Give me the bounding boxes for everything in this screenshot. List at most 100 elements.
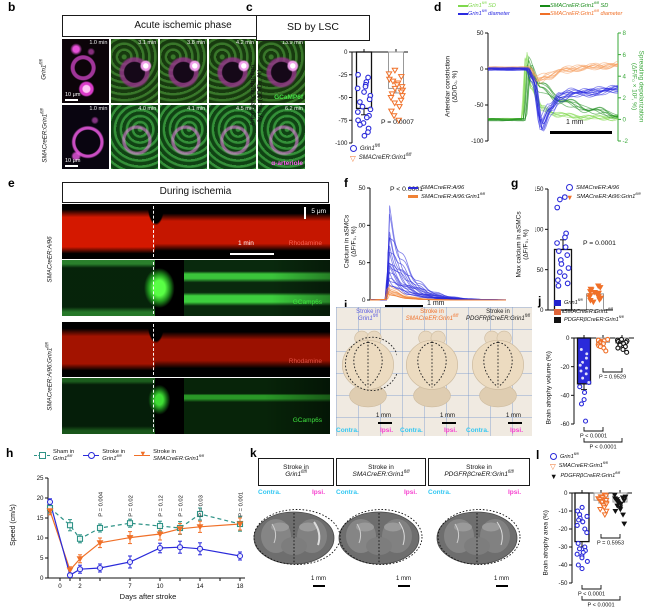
- tick-label: -100: [471, 138, 484, 145]
- significance-bracket: [581, 596, 621, 601]
- data-point: [156, 531, 164, 538]
- brain-coronal-section: [436, 509, 521, 565]
- panel-d-label: d: [434, 0, 442, 14]
- data-point: [621, 498, 628, 504]
- data-point: [558, 261, 565, 267]
- significance-bracket: [581, 585, 602, 590]
- occlusion-marker: [153, 262, 154, 314]
- tri-open-marker: ▽: [350, 153, 356, 163]
- data-point: [554, 204, 561, 211]
- ipsi-label: Ipsi.: [510, 427, 524, 434]
- tick-label: 10: [157, 583, 164, 590]
- data-point: [601, 512, 609, 518]
- data-point: [196, 524, 204, 531]
- scalebar-label: 1 mm: [376, 413, 391, 419]
- tick-label: P < 0.0001: [587, 603, 614, 609]
- data-point: [596, 507, 604, 513]
- tick-label: -30: [559, 544, 569, 551]
- data-point: [578, 368, 584, 374]
- p-value-annotation: P = 0.004: [99, 491, 105, 517]
- data-point: [354, 85, 361, 92]
- data-point: [96, 524, 104, 532]
- square-open-dash-marker: [34, 452, 50, 460]
- significance-bracket: [583, 427, 604, 432]
- brain-dorsal-photo: [342, 330, 397, 408]
- tick-label: P < 0.0001: [578, 592, 605, 598]
- chart-sd-by-lsc: 0 -25 -50 -75 -100: [335, 49, 408, 147]
- panel-c-legend: Grin1fl/fl ▽ SMACreER:Grin1fl/fl: [350, 143, 411, 165]
- legend-label: SMACreER:Ai96: [576, 184, 620, 191]
- data-point: [66, 567, 74, 574]
- brain-coronal-section: [253, 509, 340, 565]
- brain-title: Stroke in PDGFRβCreER:Grin1fl/fl: [466, 309, 530, 322]
- line-marker: [540, 12, 550, 16]
- tick-label: 0: [480, 66, 484, 73]
- scalebar: [313, 585, 325, 587]
- kymograph-gcamp-2: GCamp6s: [62, 378, 330, 434]
- panel-d-scalebar: [550, 131, 612, 134]
- p-value-annotation: P = 0.001: [239, 492, 245, 517]
- scalebar-5um-label: 5 μm: [311, 208, 326, 215]
- panel-g-legend: SMACreER:Ai96 ▼ SMACreER:Ai96:Grin1fl/fl: [566, 184, 640, 204]
- data-point: [579, 504, 585, 510]
- channel-tag: α-arteriole: [271, 160, 303, 167]
- scalebar-10um: 10 μm: [65, 158, 80, 167]
- legend-label: Grin1fl/fl diameter: [468, 9, 510, 17]
- legend-item: ▼ PDGFRβCreER:Grin1fl/fl: [550, 471, 620, 481]
- data-point: [564, 252, 571, 258]
- square-filled-marker: [554, 300, 561, 306]
- contra-label: Contra.: [466, 427, 489, 434]
- panel-f-label: f: [344, 176, 348, 190]
- circle-open-marker: [350, 145, 357, 152]
- tick-label: 10: [37, 535, 44, 542]
- occlusion-marker: [153, 380, 154, 432]
- micrograph-cell: 3.1 min: [110, 39, 159, 104]
- tick-label: 18: [237, 583, 244, 590]
- data-point: [586, 379, 592, 385]
- tick-label: 100: [535, 227, 544, 234]
- legend-label: Grin1fl/fl SD: [468, 1, 496, 9]
- data-point: [580, 375, 586, 381]
- data-point: [367, 106, 374, 113]
- micrograph-cell: 4.0 min: [110, 104, 159, 169]
- tick-label: 20: [37, 495, 44, 502]
- legend-label: Grin1fl/fl: [560, 451, 579, 460]
- data-point: [581, 397, 587, 403]
- data-point: [354, 109, 361, 115]
- timestamp: 4.2 min: [236, 40, 255, 46]
- data-point: [602, 498, 610, 504]
- legend-label: SMACreER:Grin1fl/fl: [558, 461, 608, 470]
- panel-g-label: g: [511, 176, 519, 190]
- data-point: [561, 194, 568, 200]
- data-point: [126, 535, 134, 542]
- legend-item: ▼ SMACreER:Ai96:Grin1fl/fl: [566, 192, 640, 202]
- data-point: [76, 535, 84, 542]
- scalebar-1min-label: 1 min: [238, 240, 254, 247]
- panel-j-legend: Grin1fl/fl SMACreER:Grin1fl/fl PDGFRβCreER…: [554, 298, 624, 326]
- p-value-annotation: P = 0.12: [159, 495, 165, 517]
- panel-h-label: h: [6, 446, 14, 460]
- data-point: [355, 117, 361, 124]
- circle-open-marker: [566, 184, 573, 191]
- micrograph-cell: 13.9 min GCaMP6f: [257, 39, 305, 104]
- data-point: [385, 71, 393, 78]
- tick-label: P < 0.0001: [589, 445, 616, 451]
- p-value-annotation: P = 0.02: [179, 495, 185, 517]
- data-point: [397, 74, 405, 81]
- micrograph-cell: 4.2 min: [208, 39, 257, 104]
- tick-label: 50: [537, 267, 544, 274]
- tick-label: 0: [623, 117, 627, 124]
- legend-label: SMACreER:Grin1fl/fl SD: [550, 1, 609, 9]
- panel-e-group1-genotype: SMACreER:Ai96: [46, 236, 54, 283]
- scalebar: [398, 585, 410, 587]
- section-title-box: Stroke in PDGFRβCreER:Grin1fl/fl: [428, 458, 530, 486]
- line-marker: [408, 195, 418, 198]
- legend-label: Sham in Grin1fl/fl: [53, 449, 75, 462]
- channel-tag: GCaMP6f: [274, 94, 303, 102]
- timestamp: 3.8 min: [187, 40, 206, 46]
- tick-label: 5: [40, 555, 44, 562]
- brain-title: Stroke in SMACreER:Grin1fl/fl: [405, 309, 459, 322]
- panel-b-row2-genotype: SMACreER:Grin1fl/fl: [39, 108, 49, 163]
- line-marker: [540, 4, 550, 8]
- brain-title: Stroke in Grin1fl/fl: [356, 309, 380, 322]
